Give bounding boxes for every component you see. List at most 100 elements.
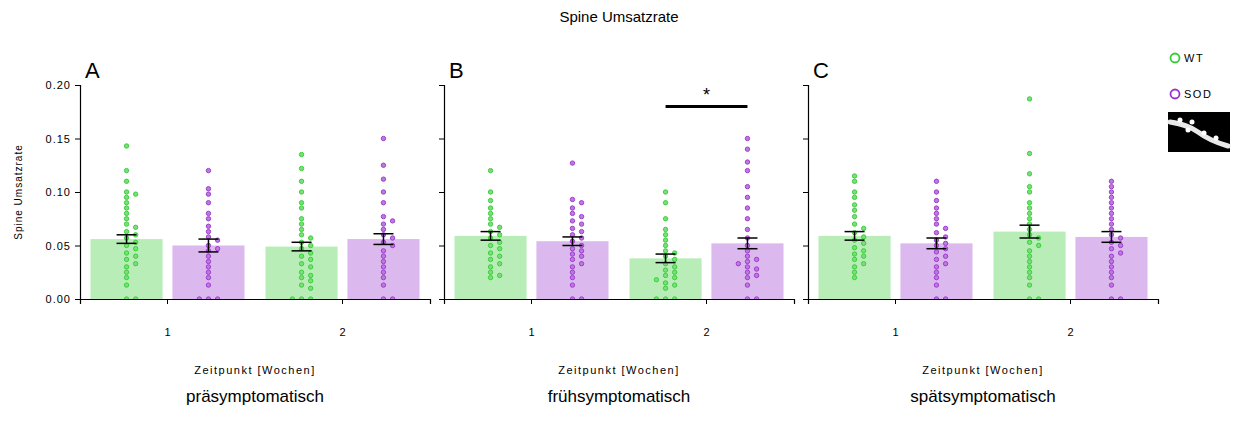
data-point [1027,254,1031,258]
data-point [852,252,856,256]
y-tick [439,299,444,300]
x-tick-label: 1 [528,326,534,338]
data-point [1109,195,1113,199]
data-point [206,217,210,221]
data-point [1027,201,1031,205]
data-point [488,168,492,172]
data-point [299,166,303,170]
panel-letter: A [85,58,100,83]
data-point [124,251,128,255]
data-point [663,286,667,290]
data-point [654,297,658,299]
data-point [570,275,574,279]
y-axis-title: Spine Umsatzrate [13,144,24,239]
data-point [852,208,856,212]
y-tick-mark [75,192,80,193]
data-point [206,275,210,279]
dendrite-image-ground [1168,112,1230,152]
data-point [206,254,210,258]
data-point [206,259,210,263]
data-point [579,214,583,218]
y-tick-label: 0.05 [46,240,71,252]
panel: 12Zeitpunkt [Wochen]spätsymptomatischC [803,58,1159,406]
data-point [579,254,583,258]
data-point [390,236,394,240]
data-point [663,233,667,237]
data-point [1027,240,1031,244]
data-point [745,227,749,231]
x-axis-line [445,300,795,305]
data-point [488,190,492,194]
data-point [1118,297,1122,299]
data-point [1027,217,1031,221]
data-point [579,201,583,205]
error-bar-cap [737,248,757,250]
data-point [570,211,574,215]
y-tick-label: 0.15 [46,133,71,145]
data-point [197,297,201,299]
data-point [299,201,303,205]
data-point [381,254,385,258]
data-point [124,265,128,269]
data-point [579,229,583,233]
error-bar-cap [845,239,865,241]
bar [630,258,702,299]
error-bar-cap [926,248,946,250]
data-point [570,197,574,201]
data-point [745,206,749,210]
data-point [1027,190,1031,194]
y-axis [803,86,809,300]
data-point [672,257,676,261]
data-point [672,270,676,274]
y-tick [803,246,808,247]
data-point [308,297,312,299]
data-point [745,254,749,258]
x-tick-label: 1 [164,326,170,338]
data-point [381,163,385,167]
data-point [1027,265,1031,269]
data-point [672,283,676,287]
y-tick-mark [439,85,444,86]
y-tick [439,192,444,193]
data-point [654,278,658,282]
data-point [497,247,501,251]
data-point [124,257,128,261]
data-point [299,227,303,231]
data-point [488,251,492,255]
panel-letter: C [813,58,829,83]
data-point [488,198,492,202]
legend-label: WT [1184,52,1204,64]
x-tick-label: 1 [892,326,898,338]
y-tick [803,192,808,193]
error-bar-cap [656,262,676,264]
bar [900,243,972,299]
data-point [1109,254,1113,258]
data-point [943,261,947,265]
data-point [754,297,758,299]
data-point [745,147,749,151]
data-point [934,265,938,269]
data-point [570,226,574,230]
y-tick-mark [439,246,444,247]
data-point [1027,297,1031,299]
data-point [381,259,385,263]
data-point [745,297,749,299]
error-bar-stem [1111,232,1113,243]
data-point [861,249,865,253]
x-tick: 2 [1067,299,1073,338]
data-point [1109,206,1113,210]
error-bar-cap [562,245,582,247]
data-point [745,259,749,263]
data-point [861,235,865,239]
data-point [488,265,492,269]
data-point [299,217,303,221]
data-point [133,247,137,251]
data-point [206,297,210,299]
data-point [754,267,758,271]
data-point [133,261,137,265]
data-point [852,179,856,183]
data-point [570,265,574,269]
data-point [852,270,856,274]
data-point [1109,201,1113,205]
error-bar [737,238,757,249]
